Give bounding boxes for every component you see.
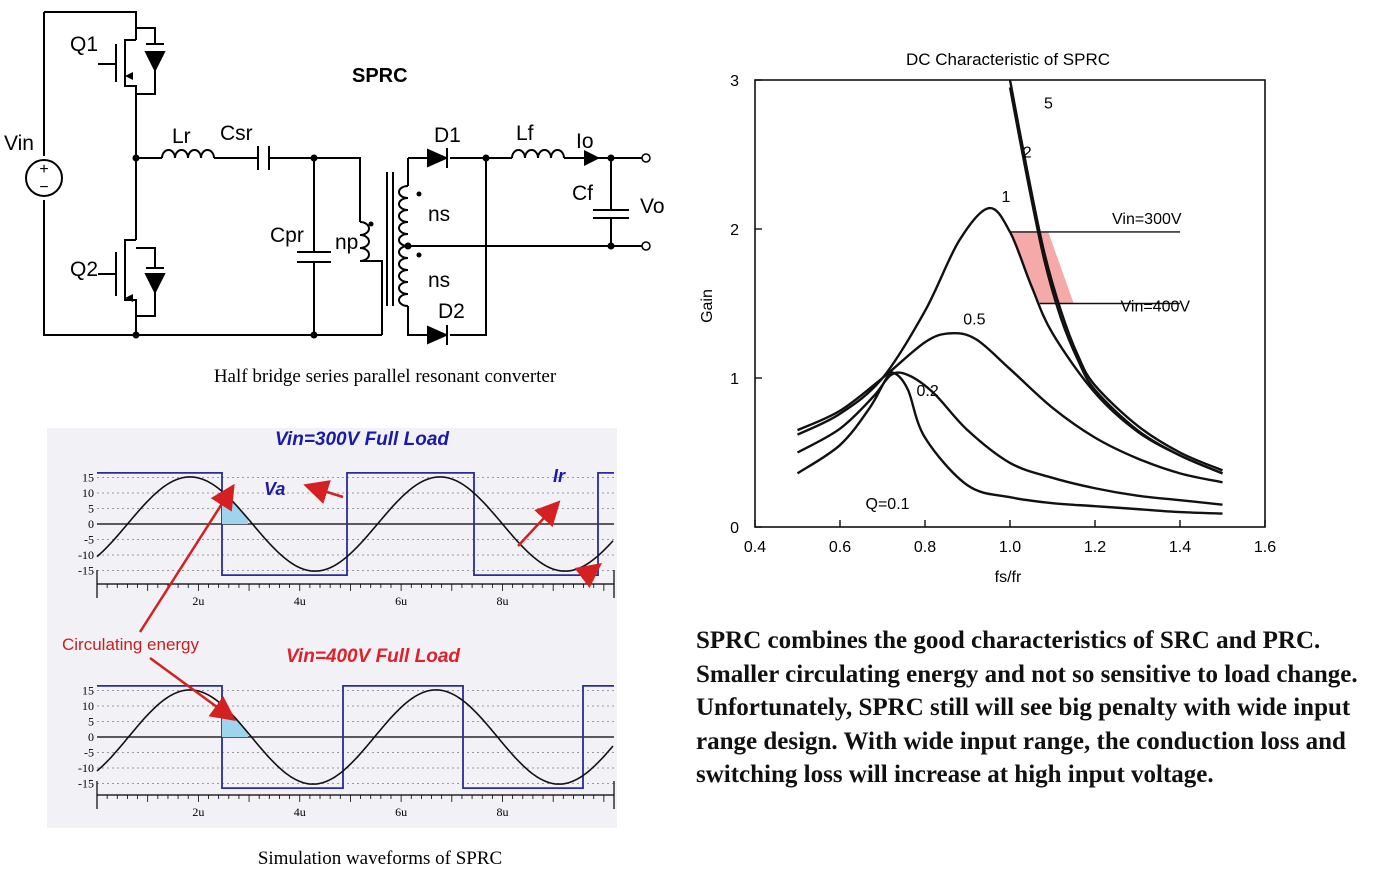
x-tick-label: 4u [294,805,306,819]
y-tick-label: -5 [84,746,94,760]
x-tick-label: 4u [294,594,306,608]
curve-label: 0.5 [963,311,985,328]
y-tick-label: -5 [84,533,94,547]
va-annotation: Va [264,479,285,499]
y-tick-label: 0 [88,517,94,531]
cpr-label: Cpr [270,224,304,247]
curve-q-0-5 [797,331,1223,484]
voltage-source-icon [25,159,63,197]
y-tick-label: -10 [78,761,94,775]
y-tick-label: 10 [82,486,94,500]
x-tick-label: 1.4 [1169,539,1191,556]
x-tick-label: 1.0 [999,539,1021,556]
curve-label: 2 [1023,144,1032,161]
x-tick-label: 1.6 [1254,539,1276,556]
ir-arrow [517,500,561,547]
y-tick-label: 5 [88,715,94,729]
curve-q-0-2 [796,371,1223,506]
y-tick-label: -15 [78,564,94,578]
x-tick-label: 0.8 [914,539,936,556]
curve-q-Q0-1 [796,371,1223,515]
vin300-label: Vin=300V [1112,211,1182,228]
chart-title: DC Characteristic of SPRC [906,50,1110,69]
x-tick-label: 0.6 [829,539,851,556]
curve-label: 0.2 [917,383,939,400]
x-tick-label: 0.4 [744,539,766,556]
va-arrow [303,480,344,504]
curve-label: Q=0.1 [866,496,910,513]
d1-label: D1 [434,124,461,147]
vin-minus: − [39,179,48,196]
lr-label: Lr [172,125,191,148]
x-tick-label: 2u [192,805,204,819]
y-tick-label: -10 [78,548,94,562]
y-tick-label: 5 [88,502,94,516]
y-axis-label: Gain [699,289,716,323]
y-tick-label: 2 [730,222,739,239]
schematic-title: SPRC [352,65,408,87]
lf-label: Lf [516,122,534,145]
vin-plus: + [39,161,48,178]
y-tick-label: 15 [82,471,94,485]
sprc-schematic: + − Vin Q1 Q2 Lr Csr Cpr np ns ns D1 D2 … [4,11,665,387]
io-label: Io [576,130,594,153]
y-tick-label: 1 [730,371,739,388]
y-tick-label: 0 [730,520,739,537]
np-label: np [335,231,358,254]
x-tick-label: 1.2 [1084,539,1106,556]
y-tick-label: 3 [730,73,739,90]
y-tick-label: 0 [88,730,94,744]
ir-annotation: Ir [553,466,566,486]
x-tick-label: 8u [496,594,508,608]
waveform-title-bottom: Vin=400V Full Load [286,646,460,667]
resonant-current-wave [96,689,614,785]
schematic-caption: Half bridge series parallel resonant con… [214,366,557,387]
x-axis-label: fs/fr [995,569,1022,586]
curve-label: 5 [1044,95,1053,112]
y-tick-label: 10 [82,699,94,713]
curve-q-1 [796,206,1223,475]
circ-arrow-top [138,483,235,633]
dc-characteristic-chart: Vin=300V Vin=400V 5 2 1 0.5 0.2 Q=0.1 0.4 0.6 0.8 1… [699,50,1276,586]
cf-label: Cf [572,182,593,205]
vin-label: Vin [4,132,34,155]
y-tick-label: -15 [78,777,94,791]
x-tick-label: 6u [395,805,407,819]
x-tick-label: 8u [496,805,508,819]
curve-q-5 [1008,80,1223,472]
y-tick-label: 15 [82,684,94,698]
q2-label: Q2 [70,258,98,281]
ir-small-arrow [574,563,602,588]
circ-arrow-bottom [149,656,237,721]
d2-label: D2 [438,300,465,323]
waveform-title-top: Vin=300V Full Load [275,429,449,450]
summary-paragraph: SPRC combines the good characteristics o… [696,627,1358,789]
circulating-energy-annotation: Circulating energy [62,635,200,654]
operating-region [1010,231,1074,304]
vin400-label: Vin=400V [1121,299,1191,316]
ns-top-label: ns [428,203,450,226]
ns-bottom-label: ns [428,269,450,292]
vo-label: Vo [640,195,665,218]
q1-label: Q1 [70,33,98,56]
x-tick-label: 2u [192,594,204,608]
curve-label: 1 [1002,189,1011,206]
csr-label: Csr [220,122,253,145]
resonant-current-wave [96,476,614,572]
waveform-caption: Simulation waveforms of SPRC [258,848,502,869]
x-tick-label: 6u [395,594,407,608]
